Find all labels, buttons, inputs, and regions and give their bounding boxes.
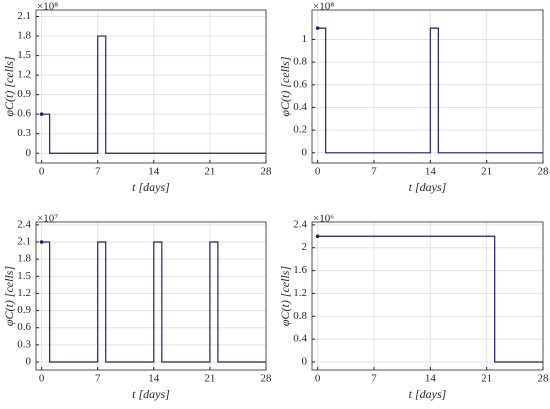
data-line [41,35,266,154]
y-tick-label: 1.2 [293,287,307,299]
y-tick-label: 1.5 [17,49,31,61]
y-tick-label: 0 [26,147,32,159]
x-tick-label: 28 [261,373,273,385]
y-tick-label: 1.2 [17,287,31,299]
subplot: 0 7 14 21 28 0 0.4 0.8 1.2 1.6 2 2.4 ×10⁶ t [days] φC(… [278,213,549,401]
y-tick-label: 0.2 [293,124,307,136]
x-axis-label: t [days] [409,387,447,401]
data-line [317,235,543,363]
y-axis-label: φC(t) [cells] [2,56,16,117]
start-marker [315,26,320,30]
y-tick-label: 0.4 [293,333,307,345]
y-tick-label: 2.1 [17,236,31,248]
x-tick-label: 21 [204,373,215,385]
x-tick-label: 7 [95,166,101,178]
x-tick-label: 0 [39,373,45,385]
y-tick-label: 2.4 [17,218,31,230]
y-tick-label: 0.4 [293,101,307,113]
x-tick-label: 21 [481,166,492,178]
y-tick-label: 0 [302,356,308,368]
axes-box [311,9,544,164]
y-tick-label: 2 [302,241,308,253]
y-axis-label: φC(t) [cells] [2,266,16,327]
subplot: 0 7 14 21 28 0 0.3 0.6 0.9 1.2 1.5 1.8 2.1 2.4 ×10⁷ t [… [2,213,272,401]
y-tick-label: 0.3 [17,338,31,350]
y-tick-label: 0.9 [17,88,31,100]
x-tick-label: 14 [148,166,160,178]
y-tick-label: 0.8 [293,310,307,322]
x-tick-label: 0 [315,373,321,385]
x-tick-label: 28 [538,373,550,385]
y-axis-label: φC(t) [cells] [278,56,292,117]
y-tick-label: 0.6 [17,321,31,333]
x-tick-label: 28 [261,166,273,178]
y-exponent: ×10⁸ [313,1,334,13]
y-tick-label: 1.5 [17,270,31,282]
y-axis-label: φC(t) [cells] [278,266,292,327]
axes-box [35,9,267,164]
axes-box [311,221,544,371]
x-tick-label: 7 [371,373,377,385]
y-tick-label: 0 [26,356,32,368]
x-tick-label: 7 [95,373,101,385]
start-marker [39,240,44,244]
subplot: 0 7 14 21 28 0 0.2 0.4 0.6 0.8 1 ×10⁸ t [days] φC(t) … [278,1,549,194]
x-tick-label: 0 [315,166,321,178]
y-tick-label: 1.6 [293,264,307,276]
y-tick-label: 0.3 [17,127,31,139]
y-tick-label: 2.4 [293,218,307,230]
data-line [41,241,266,363]
x-axis-label: t [days] [132,180,170,194]
start-marker [315,234,320,239]
x-tick-label: 21 [204,166,215,178]
x-tick-label: 14 [425,166,437,178]
y-exponent: ×10⁸ [37,1,58,13]
subplot: 0 7 14 21 28 0 0.3 0.6 0.9 1.2 1.5 1.8 2.1 ×10⁸ t [day… [2,1,272,194]
y-tick-label: 1.8 [17,253,31,265]
y-tick-label: 0.9 [17,304,31,316]
axes-box [35,221,267,371]
y-exponent: ×10⁷ [37,213,58,225]
x-axis-label: t [days] [409,180,447,194]
x-tick-label: 14 [148,373,160,385]
x-tick-label: 0 [39,166,45,178]
y-tick-label: 1.8 [17,30,31,42]
y-tick-label: 2.1 [17,10,31,22]
data-line [317,27,543,154]
x-tick-label: 7 [371,166,377,178]
start-marker [39,112,44,116]
y-tick-label: 0.8 [293,56,307,68]
x-tick-label: 14 [425,373,437,385]
y-tick-label: 0 [302,146,308,158]
x-axis-label: t [days] [132,387,170,401]
y-tick-label: 0.6 [17,108,31,120]
x-tick-label: 21 [481,373,492,385]
x-tick-label: 28 [538,166,550,178]
y-exponent: ×10⁶ [313,213,334,225]
y-tick-label: 1.2 [17,69,31,81]
y-tick-label: 0.6 [293,78,307,90]
y-tick-label: 1 [302,33,308,45]
